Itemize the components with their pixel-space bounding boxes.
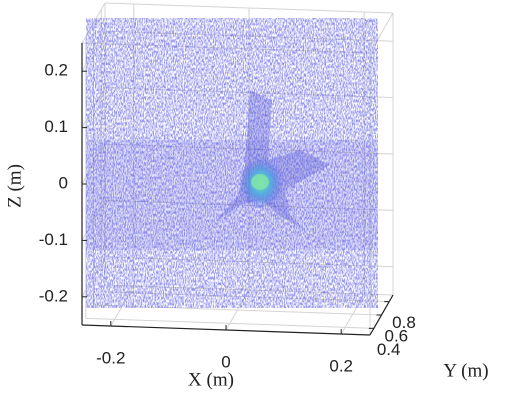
y-axis-label: Y (m)	[443, 360, 488, 381]
z-axis-label: Z (m)	[4, 164, 25, 208]
z-tick-label: -0.2	[39, 286, 68, 305]
x-tick-label: 0.2	[329, 356, 353, 375]
y-tick-label: 0.4	[377, 340, 401, 359]
z-tick-label: -0.1	[39, 230, 68, 249]
z-tick-label: 0	[59, 173, 68, 192]
grid-line	[85, 317, 374, 329]
x-axis-label: X (m)	[188, 369, 234, 390]
axes: -0.2 -0.1 0 0.1 0.2 -0.2 0 0.2 0.40.60.8	[39, 43, 416, 375]
y-tick-label: 0.6	[385, 326, 409, 345]
z-tick-label: 0.2	[44, 61, 68, 80]
x-tick-label: 0	[221, 352, 230, 371]
voxel-noise	[86, 18, 378, 308]
voxel-band	[86, 140, 378, 250]
z-tick-label: 0.1	[44, 117, 68, 136]
voxel-cloud	[86, 18, 378, 308]
target-core	[251, 174, 269, 190]
x-tick-label: -0.2	[96, 348, 125, 367]
y-tick-label: 0.8	[392, 313, 416, 332]
